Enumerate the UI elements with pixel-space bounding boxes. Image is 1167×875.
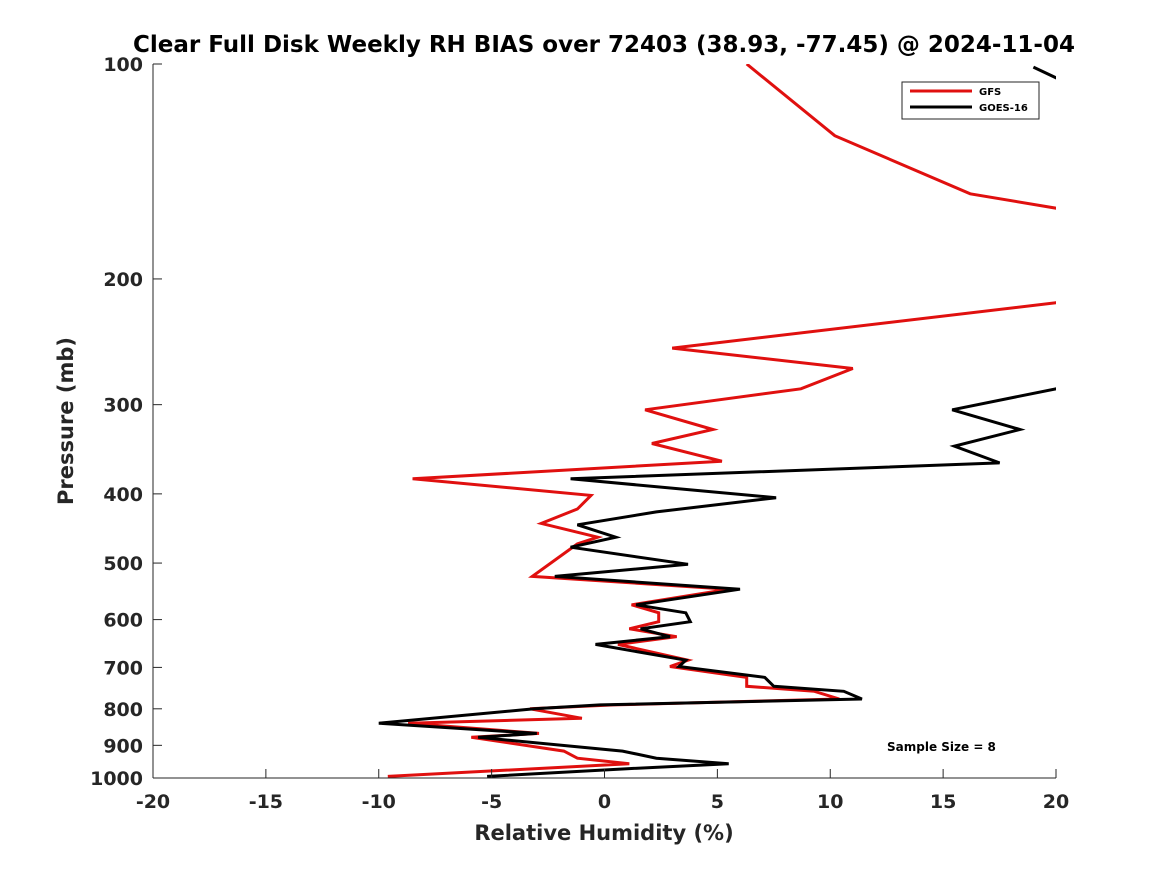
y-tick-label: 300 [103,395,143,417]
y-axis-title: Pressure (mb) [54,337,78,505]
series-layer [378,64,1056,778]
y-tick-label: 400 [103,484,143,506]
x-ticks: -20 -15 -10 -5 0 5 10 15 20 [136,769,1069,813]
series-line-goes-16 [378,65,1056,778]
series-line-gfs [387,64,1056,778]
y-tick-label: 900 [103,735,143,757]
y-tick-label: 500 [103,553,143,575]
y-tick-label: 1000 [90,768,143,790]
legend-label-gfs: GFS [979,87,1001,98]
y-tick-label: 700 [103,657,143,679]
legend-label-goes-16: GOES-16 [979,103,1028,114]
legend: GFS GOES-16 [901,81,1040,120]
x-tick-label: -10 [362,791,396,813]
x-tick-label: 10 [817,791,843,813]
legend-box [901,81,1040,120]
x-tick-label: -20 [136,791,170,813]
sample-size-annotation: Sample Size = 8 [887,740,996,754]
x-axis-title: Relative Humidity (%) [474,821,733,845]
x-tick-label: 0 [598,791,611,813]
chart-title: Clear Full Disk Weekly RH BIAS over 7240… [133,32,1075,58]
y-ticks: 100 200 300 400 500 600 700 800 900 1000 [90,54,162,790]
y-tick-label: 100 [103,54,143,76]
y-tick-label: 800 [103,699,143,721]
y-tick-label: 600 [103,610,143,632]
x-tick-label: 15 [930,791,956,813]
x-tick-label: 20 [1043,791,1069,813]
y-tick-label: 200 [103,269,143,291]
x-tick-label: 5 [711,791,724,813]
x-tick-label: -15 [249,791,283,813]
x-tick-label: -5 [481,791,502,813]
